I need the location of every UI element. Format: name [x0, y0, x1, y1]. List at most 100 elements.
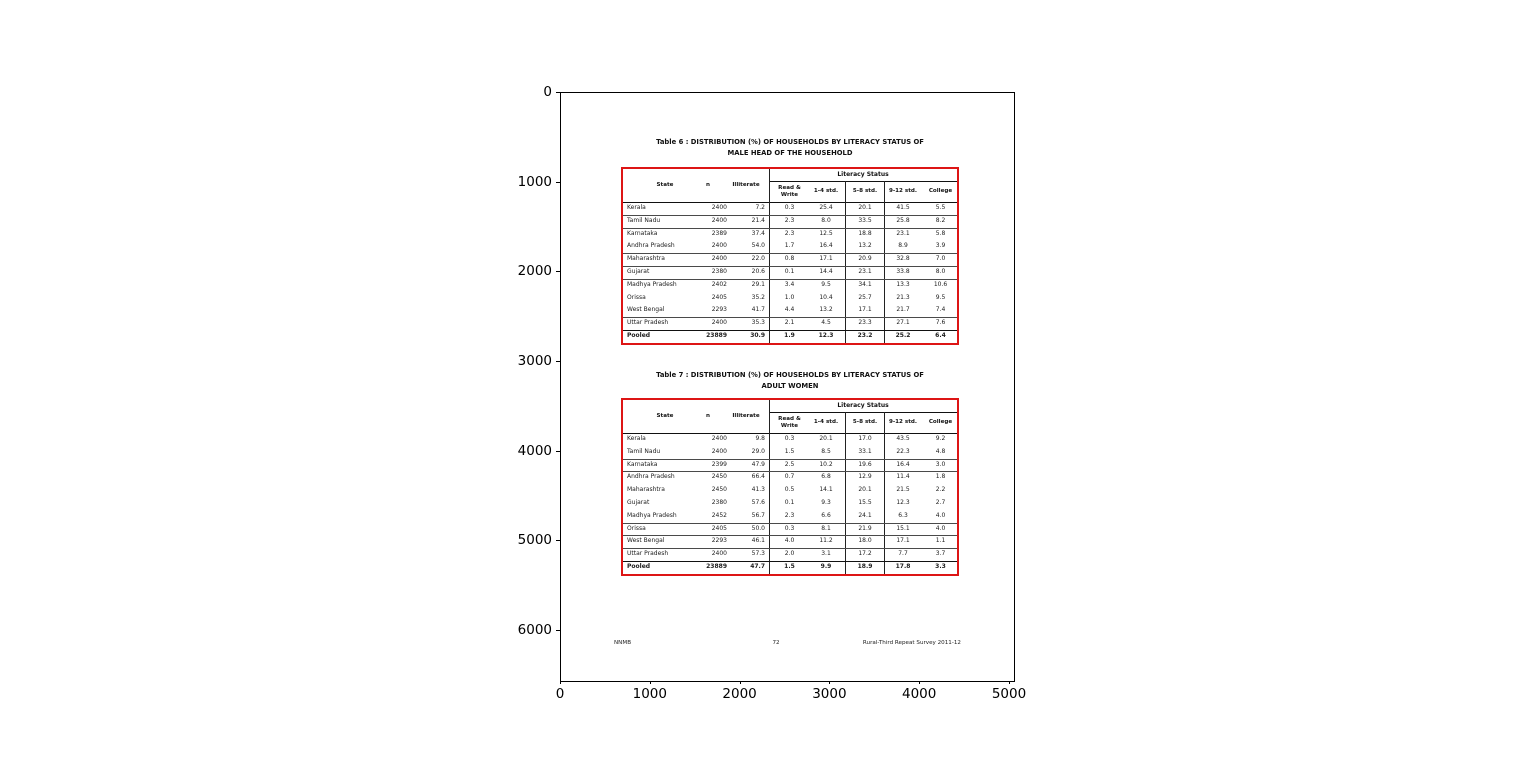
row-rule [623, 522, 957, 524]
x-tick-label: 5000 [991, 686, 1027, 702]
table-row: Karnataka 2399 47.9 2.5 10.2 19.6 16.4 3.0 [623, 459, 957, 472]
table-cell: 9.9 [820, 563, 832, 570]
table-cell: Karnataka [627, 460, 658, 468]
table-cell: 21.5 [896, 486, 910, 494]
table-cell: 33.5 [858, 216, 872, 224]
table-cell: 18.0 [858, 537, 872, 545]
column-header: State [656, 182, 674, 189]
table-cell: 16.4 [819, 242, 833, 250]
table-cell: Tamil Nadu [627, 216, 661, 224]
table-cell: 18.9 [857, 563, 873, 570]
x-tick-mark [1009, 680, 1010, 684]
table-row: Madhya Pradesh 2402 29.1 3.4 9.5 34.1 13.3 10.6 [623, 279, 957, 292]
table-cell: Orissa [627, 524, 646, 532]
table-cell: 12.3 [818, 332, 834, 339]
y-tick-mark [556, 450, 560, 452]
table-cell: 8.5 [821, 447, 831, 455]
table-cell: Uttar Pradesh [627, 319, 669, 327]
x-tick-mark [829, 680, 831, 684]
table-cell: 6.4 [935, 332, 946, 339]
table-cell: 20.1 [858, 486, 872, 494]
x-tick-mark [739, 680, 741, 684]
table-cell: 32.8 [896, 255, 910, 263]
table-cell: 2.3 [784, 229, 795, 237]
column-header: 9-12 std. [888, 419, 918, 426]
table-cell: 18.8 [858, 229, 872, 237]
x-tick-label: 1000 [632, 686, 667, 702]
table6-title-line2: MALE HEAD OF THE HOUSEHOLD [727, 149, 853, 157]
table-row: Andhra Pradesh 2450 66.4 0.7 6.8 12.9 11.4 1.8 [623, 471, 957, 484]
table7-title-line2: ADULT WOMEN [761, 382, 819, 390]
table-cell: Madhya Pradesh [627, 280, 677, 288]
table-cell: 47.9 [751, 460, 765, 468]
table-cell: 54.0 [751, 242, 765, 250]
table-cell: 3.4 [784, 280, 795, 288]
row-rule [623, 227, 957, 229]
table-cell: 30.9 [750, 332, 765, 339]
table-cell: 4.5 [821, 319, 831, 327]
y-tick-label: 4000 [517, 442, 552, 459]
table-cell: 2.1 [784, 319, 795, 327]
x-tick-label: 3000 [812, 686, 847, 702]
table-cell: 10.4 [819, 293, 833, 301]
table-cell: 12.3 [896, 499, 910, 506]
footer-survey-label: Rural-Third Repeat Survey 2011-12 [862, 640, 961, 646]
table-cell: 10.6 [933, 280, 948, 288]
table-cell: 2405 [711, 524, 727, 532]
table-cell: 6.3 [898, 511, 908, 519]
table-cell: 22.0 [751, 255, 765, 263]
table-cell: 20.1 [819, 435, 833, 442]
table-cell: 22.3 [896, 447, 910, 455]
table-row: Uttar Pradesh 2400 35.3 2.1 4.5 23.3 27.1 7.6 [623, 317, 957, 330]
table-row: Gujarat 2380 20.6 0.1 14.4 23.1 33.8 8.0 [623, 266, 957, 279]
table-row: Orissa 2405 35.2 1.0 10.4 25.7 21.3 9.5 [623, 292, 957, 305]
table-cell: 6.8 [821, 473, 831, 481]
table-cell: 10.2 [819, 460, 833, 468]
table-cell: 2380 [711, 268, 727, 275]
table-cell: 4.0 [784, 537, 795, 545]
y-tick-label: 1000 [517, 173, 552, 190]
row-rule [623, 253, 957, 255]
column-header: State [656, 413, 674, 420]
table-cell: 2380 [711, 499, 727, 506]
literacy-status-group-header: Literacy Status [837, 402, 889, 409]
table-cell: 12.5 [819, 229, 833, 237]
table-cell: 41.5 [896, 204, 910, 211]
x-tick-label: 4000 [902, 686, 937, 702]
table-cell: Uttar Pradesh [627, 550, 669, 558]
table-cell: 57.6 [751, 499, 765, 506]
table-cell: 2405 [711, 293, 727, 301]
table-row: Maharashtra 2450 41.3 0.5 14.1 20.1 21.5 2.2 [623, 484, 957, 497]
table-cell: 5.5 [935, 204, 946, 211]
vertical-rule [845, 181, 846, 343]
table-cell: 50.0 [751, 524, 765, 532]
group-header-underline [769, 412, 957, 413]
table-cell: 23.1 [896, 229, 910, 237]
table-cell: Orissa [627, 293, 646, 301]
row-rule [623, 214, 957, 216]
x-tick-mark [649, 680, 651, 684]
footer-page-number: 72 [772, 640, 780, 646]
table-cell: 9.5 [935, 293, 946, 301]
table-row: Gujarat 2380 57.6 0.1 9.3 15.5 12.3 2.7 [623, 497, 957, 510]
table-cell: 0.5 [784, 486, 795, 494]
table-cell: 2389 [711, 229, 727, 237]
table-cell: 25.8 [896, 216, 910, 224]
table-cell: 47.7 [750, 563, 765, 570]
table-row-pooled: Pooled 23889 47.7 1.5 9.9 18.9 17.8 3.3 [623, 561, 957, 574]
table-cell: 1.5 [784, 447, 795, 455]
table-cell: 0.3 [784, 435, 795, 442]
table-cell: 2.7 [935, 499, 946, 506]
table6-title: Table 6 : DISTRIBUTION (%) OF HOUSEHOLDS… [621, 137, 959, 159]
column-header: 9-12 std. [888, 188, 918, 195]
column-header: 1-4 std. [813, 188, 839, 195]
table-cell: 4.0 [935, 524, 946, 532]
table-cell: 66.4 [751, 473, 765, 481]
column-header: 1-4 std. [813, 419, 839, 426]
table-cell: 7.0 [935, 255, 946, 263]
row-rule [623, 458, 957, 460]
table-cell: 9.2 [935, 435, 946, 442]
table-cell: 6.6 [821, 511, 831, 519]
column-header: Read & Write [778, 416, 801, 429]
axes-frame: Table 6 : DISTRIBUTION (%) OF HOUSEHOLDS… [560, 92, 1015, 682]
